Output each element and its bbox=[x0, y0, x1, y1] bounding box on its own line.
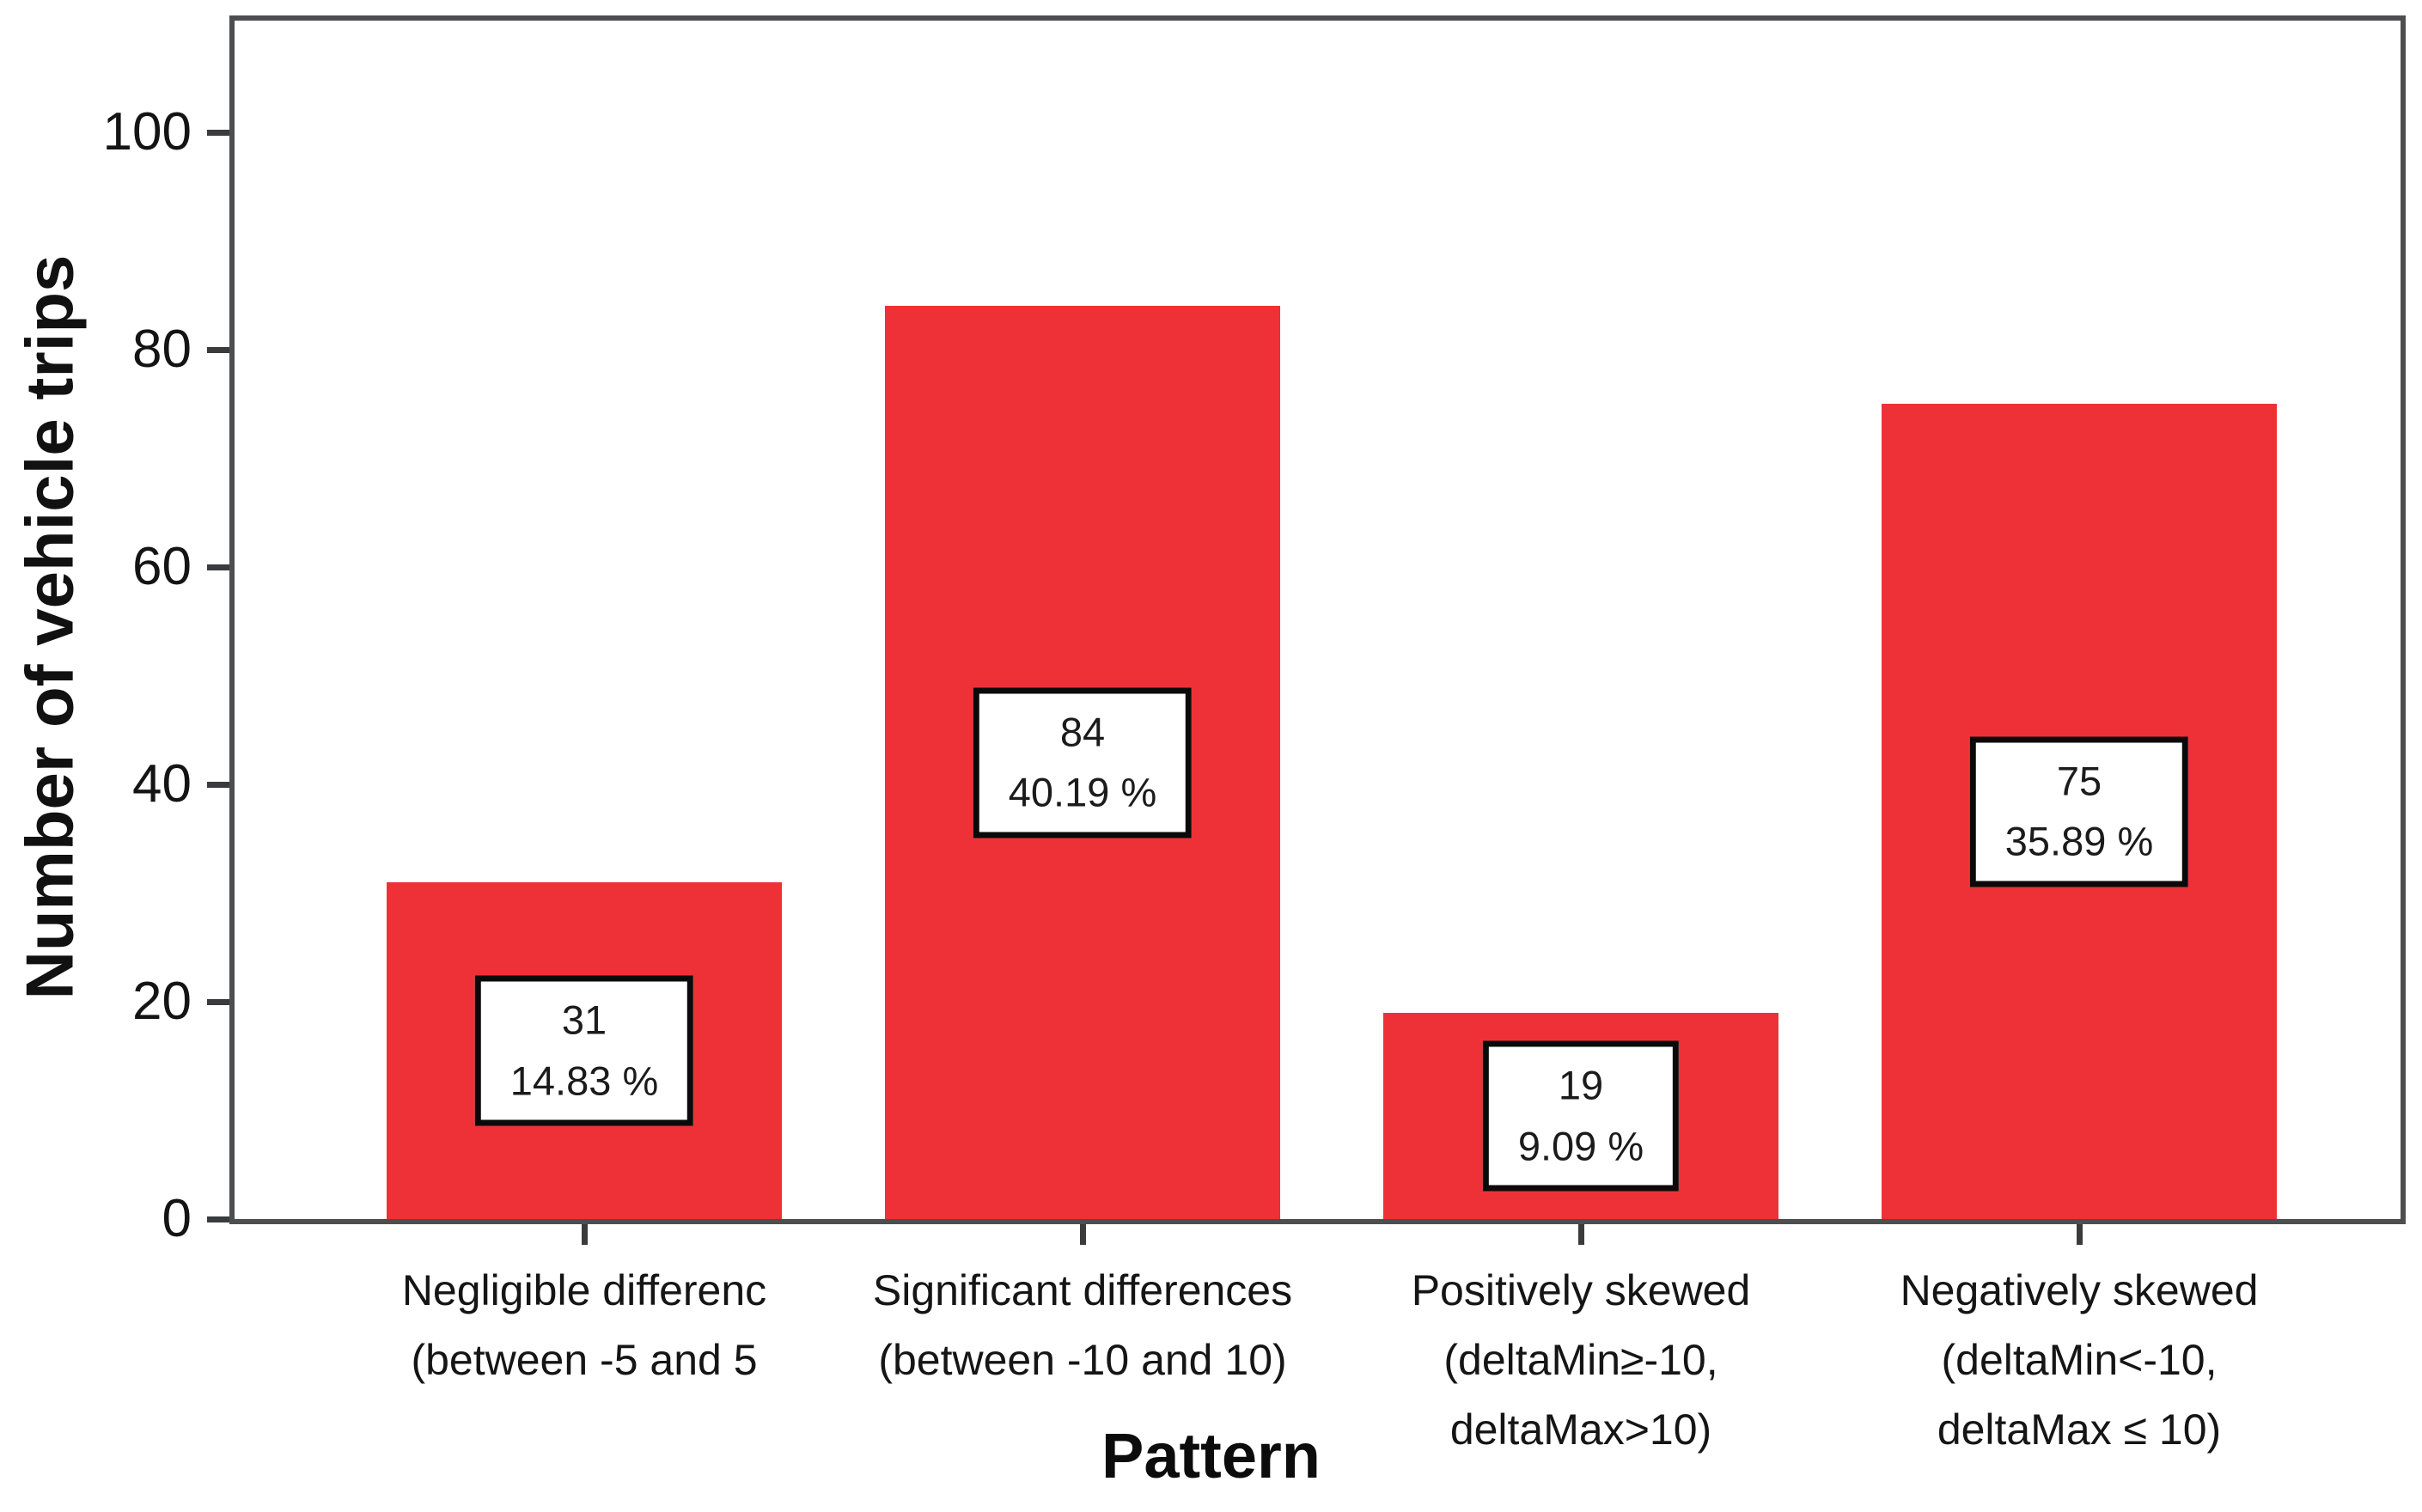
plot-area: 0 20 40 60 80 100 31 14.83 % 84 40.19 % 19 9.09 % 75… bbox=[103, 15, 2406, 1246]
category-label-line: deltaMax>10) bbox=[1449, 1405, 1712, 1454]
y-axis-tick bbox=[207, 129, 229, 136]
category-label-line: (deltaMin≥-10, bbox=[1443, 1336, 1718, 1384]
bar-value-label: 19 9.09 % bbox=[1482, 1040, 1680, 1192]
category-label-line: (deltaMin<-10, bbox=[1941, 1336, 2218, 1384]
category-label-line: (between -10 and 10) bbox=[878, 1336, 1287, 1384]
x-axis-tick bbox=[1577, 1224, 1584, 1245]
bar: 75 35.89 % bbox=[1882, 404, 2277, 1219]
x-axis-category-label: Positively skewed (deltaMin≥-10, deltaMax>… bbox=[1289, 1256, 1873, 1465]
bar: 19 9.09 % bbox=[1383, 1013, 1778, 1219]
bar: 31 14.83 % bbox=[387, 882, 782, 1219]
x-axis-category-label: Negligible differenc (between -5 and 5 bbox=[292, 1256, 876, 1395]
category-label-line: Significant differences bbox=[872, 1266, 1293, 1314]
y-axis-tick-label: 0 bbox=[162, 1189, 192, 1248]
y-axis-tick-label: 80 bbox=[132, 320, 192, 379]
category-label-line: Negligible differenc bbox=[401, 1266, 767, 1314]
bar-value-label: 84 40.19 % bbox=[973, 687, 1193, 838]
y-axis-tick bbox=[207, 346, 229, 353]
y-axis-tick bbox=[207, 1216, 229, 1222]
category-label-line: (between -5 and 5 bbox=[411, 1336, 758, 1384]
category-label-line: Negatively skewed bbox=[1900, 1266, 2259, 1314]
category-label-line: Positively skewed bbox=[1411, 1266, 1751, 1314]
bar-value-label: 75 35.89 % bbox=[1969, 736, 2189, 887]
bar-percentage: 9.09 % bbox=[1517, 1123, 1644, 1168]
bar-percentage: 14.83 % bbox=[509, 1058, 659, 1103]
x-axis-title: Pattern bbox=[1101, 1420, 1321, 1491]
y-axis-tick-label: 100 bbox=[102, 102, 192, 162]
bar-value-label: 31 14.83 % bbox=[474, 975, 694, 1126]
category-label-line: deltaMax ≤ 10) bbox=[1937, 1405, 2222, 1454]
bar-count: 84 bbox=[1059, 709, 1106, 754]
y-axis-tick-label: 60 bbox=[132, 537, 192, 596]
x-axis-tick bbox=[2076, 1224, 2083, 1245]
y-axis-tick-label: 20 bbox=[132, 972, 192, 1031]
bar-percentage: 35.89 % bbox=[2004, 818, 2154, 864]
bar-count: 19 bbox=[1558, 1062, 1604, 1108]
bar-count: 75 bbox=[2056, 758, 2102, 803]
y-axis-tick bbox=[207, 781, 229, 788]
x-axis-tick bbox=[581, 1224, 588, 1245]
bar-percentage: 40.19 % bbox=[1008, 769, 1157, 815]
x-axis-category-label: Significant differences (between -10 and … bbox=[790, 1256, 1375, 1395]
y-axis-tick bbox=[207, 564, 229, 570]
x-axis-category-label: Negatively skewed (deltaMin<-10, deltaMax … bbox=[1787, 1256, 2371, 1465]
bar: 84 40.19 % bbox=[885, 306, 1280, 1219]
y-axis-tick bbox=[207, 998, 229, 1005]
bar-count: 31 bbox=[561, 997, 607, 1043]
x-axis-tick bbox=[1079, 1224, 1086, 1245]
y-axis-tick-label: 40 bbox=[132, 754, 192, 814]
